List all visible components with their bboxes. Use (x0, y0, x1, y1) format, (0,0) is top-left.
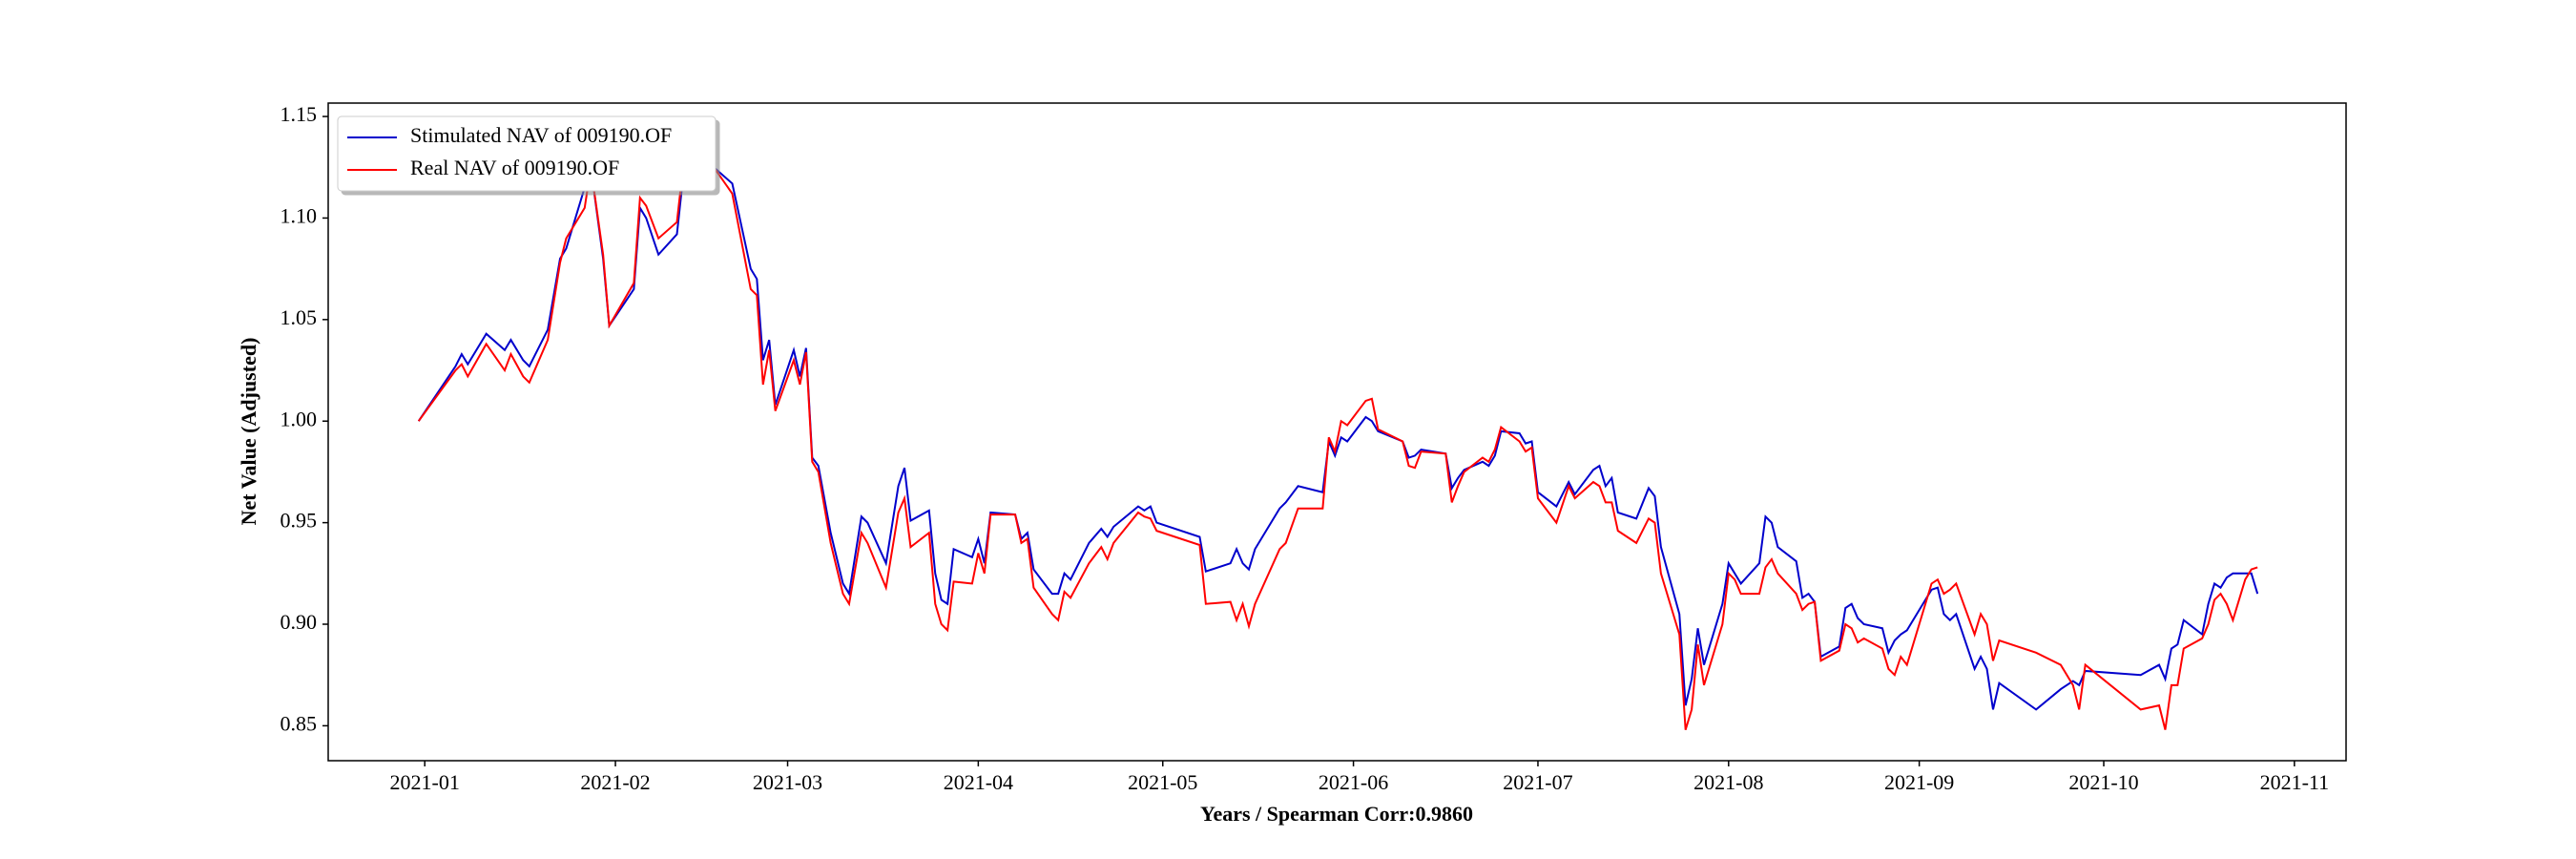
y-tick-label: 1.15 (280, 102, 318, 126)
x-tick-label: 2021-05 (1128, 770, 1197, 794)
y-tick-label: 1.10 (280, 203, 318, 227)
plot-lines (417, 166, 2259, 730)
y-tick-label: 1.00 (280, 407, 318, 430)
series-line (417, 166, 2258, 730)
y-tick-label: 0.95 (280, 509, 318, 533)
y-tick-label: 0.90 (280, 610, 318, 634)
x-tick-label: 2021-01 (390, 770, 460, 794)
y-tick-label: 1.05 (280, 305, 318, 329)
x-tick-label: 2021-02 (580, 770, 650, 794)
x-tick-label: 2021-07 (1503, 770, 1572, 794)
x-tick-label: 2021-08 (1693, 770, 1763, 794)
x-tick-label: 2021-03 (753, 770, 822, 794)
legend-box (337, 115, 717, 192)
x-tick-label: 2021-09 (1884, 770, 1954, 794)
y-tick-label: 0.85 (280, 711, 318, 735)
plot-frame (327, 102, 2347, 762)
legend-label: Real NAV of 009190.OF (410, 156, 619, 179)
x-tick-label: 2021-04 (944, 770, 1013, 794)
legend-label: Stimulated NAV of 009190.OF (410, 123, 672, 147)
x-tick-label: 2021-11 (2260, 770, 2330, 794)
legend: Stimulated NAV of 009190.OF Real NAV of 0… (337, 115, 717, 192)
x-axis-label: Years / Spearman Corr:0.9860 (1200, 802, 1473, 826)
x-tick-label: 2021-06 (1319, 770, 1388, 794)
y-axis-label: Net Value (Adjusted) (237, 338, 260, 526)
x-tick-label: 2021-10 (2068, 770, 2138, 794)
